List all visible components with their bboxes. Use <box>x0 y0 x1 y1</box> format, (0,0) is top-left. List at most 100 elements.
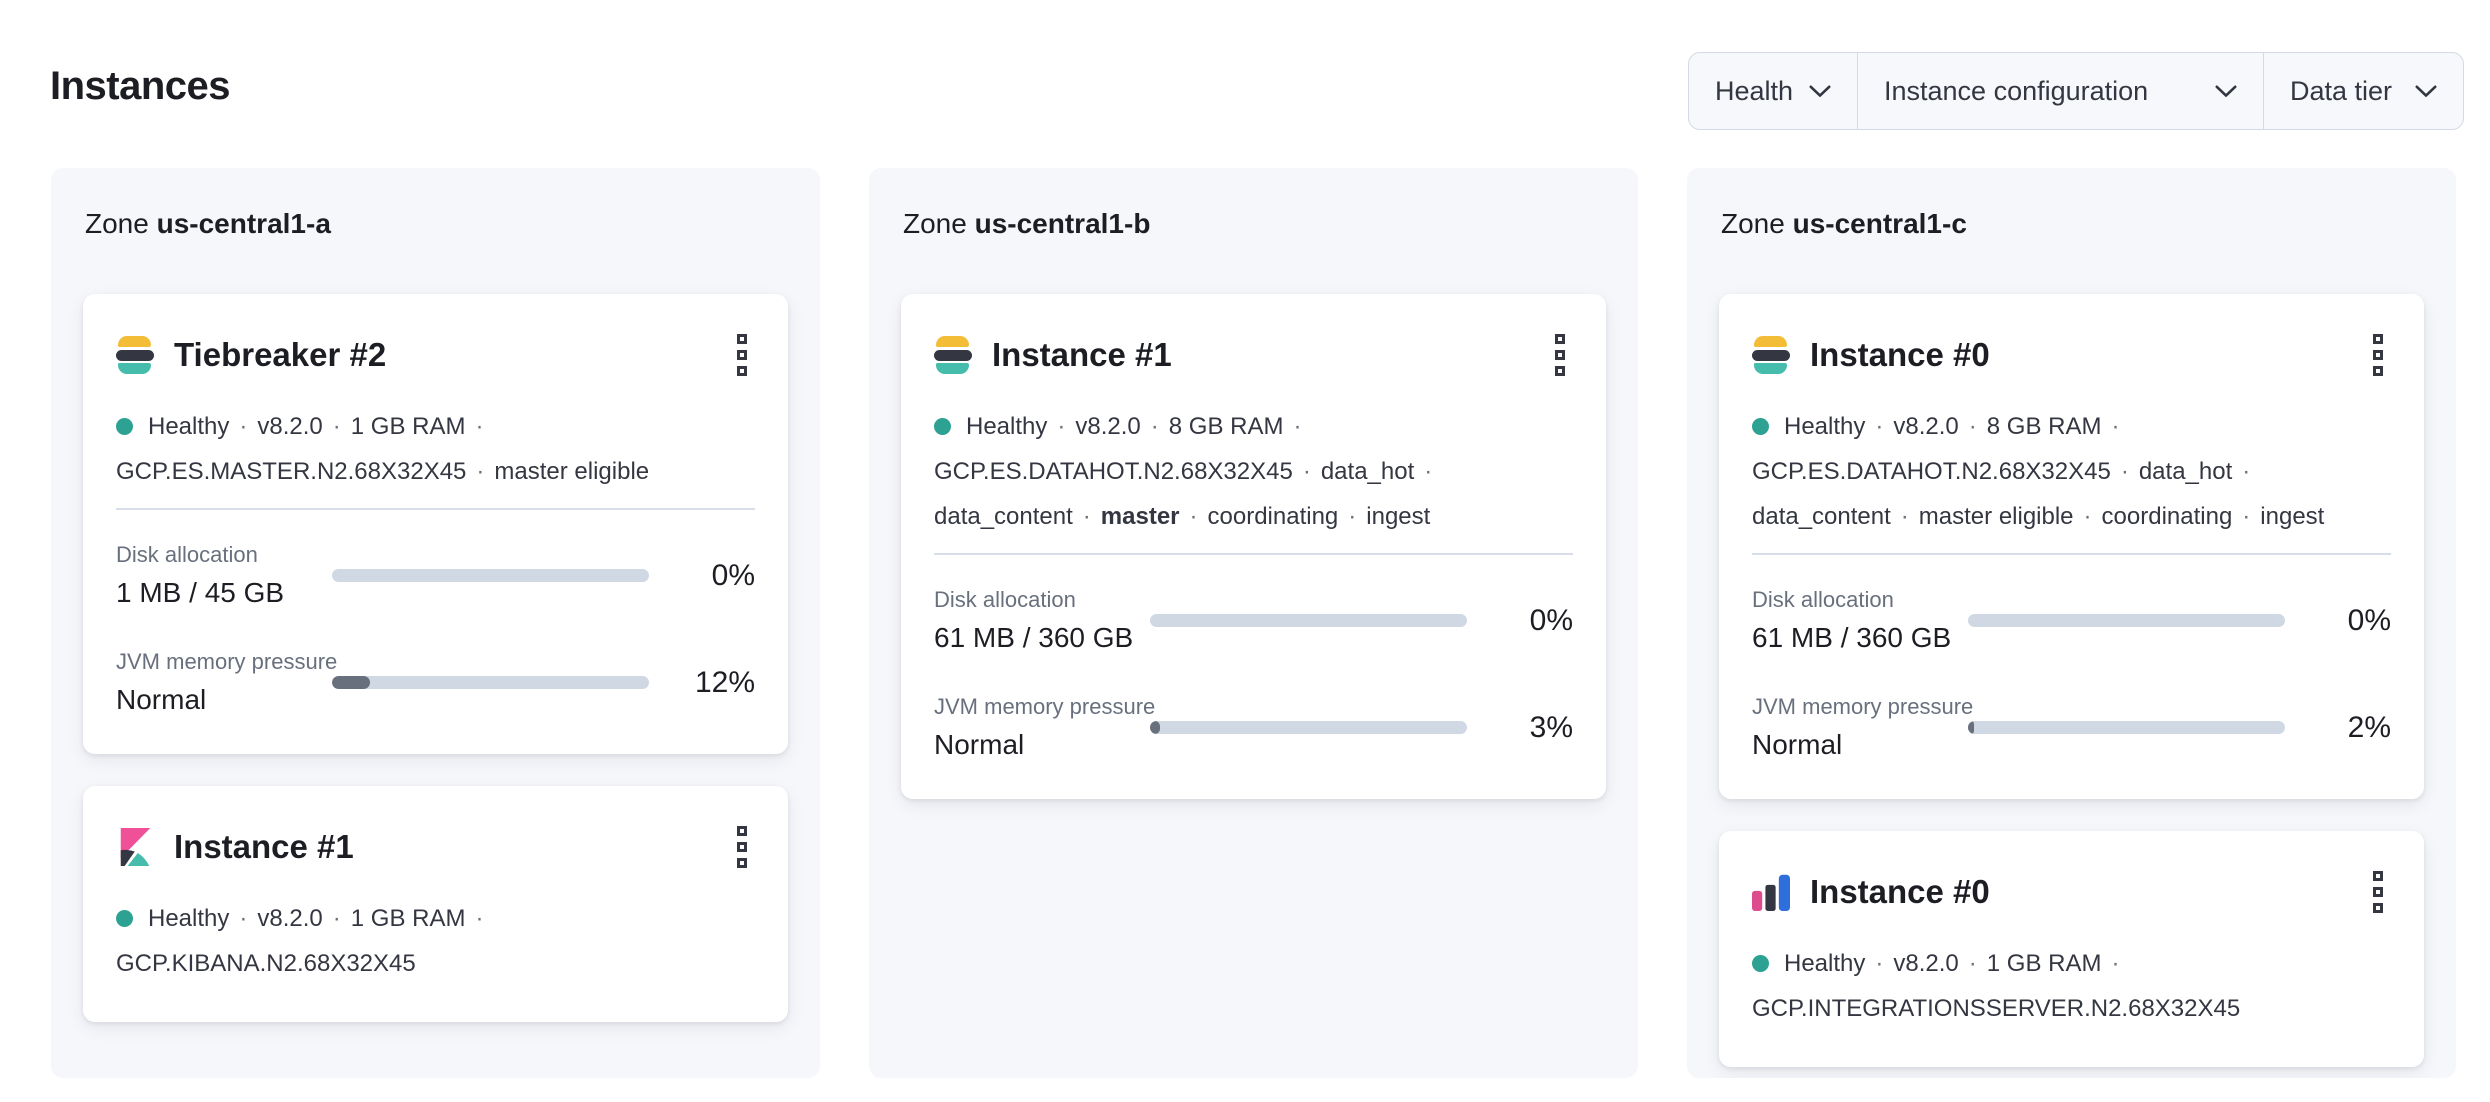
dot-separator: · <box>1302 458 1311 485</box>
instance-meta: Healthy · v8.2.0 · 1 GB RAM · GCP.INTEGRATIONS… <box>1752 941 2391 1031</box>
filter-button-health[interactable]: Health <box>1689 53 1857 129</box>
filter-button-data-tier[interactable]: Data tier <box>2263 53 2463 129</box>
filter-label: Instance configuration <box>1884 75 2149 106</box>
meta-segment: data_content <box>934 503 1073 530</box>
meta-segment: 1 GB RAM <box>350 413 466 440</box>
instance-meta: Healthy · v8.2.0 · 1 GB RAM · GCP.KIBANA.N2.68… <box>116 896 755 986</box>
instance-card-kibana-1: Instance #1 Healthy · v8.2.0 · 1 GB RAM · GCP.… <box>83 786 788 1022</box>
meta-segment: Healthy <box>148 413 230 440</box>
metric-percent: 12% <box>694 665 755 699</box>
metric-label: JVM memory pressure <box>934 694 1156 719</box>
metric-label: Disk allocation <box>1752 587 1894 612</box>
dot-separator: · <box>475 413 484 440</box>
zone-panel-us-central1-b: Zone us-central1-b Instance #1 Healthy · v… <box>869 168 1638 1078</box>
meta-segment: master eligible <box>1918 503 2074 530</box>
metric-percent: 0% <box>1529 603 1573 637</box>
meta-segment: GCP.KIBANA.N2.68X32X45 <box>116 950 416 977</box>
jvm-memory-pressure-metric: JVM memory pressure Normal 12% <box>116 647 755 718</box>
instance-actions-menu-button[interactable] <box>2365 863 2391 921</box>
metric-value: Normal <box>934 729 1025 760</box>
dot-separator: · <box>1424 458 1433 485</box>
divider <box>1752 553 2391 555</box>
dot-separator: · <box>2242 458 2251 485</box>
meta-segment: data_hot <box>2138 458 2233 485</box>
dot-separator: · <box>1150 413 1159 440</box>
dot-separator: · <box>332 905 341 932</box>
zone-header: Zone us-central1-c <box>1721 208 1967 239</box>
metric-label: JVM memory pressure <box>116 649 338 674</box>
dot-separator: · <box>476 458 485 485</box>
kibana-logo-icon <box>116 828 154 866</box>
chevron-down-icon <box>2215 85 2237 97</box>
metric-label: JVM memory pressure <box>1752 694 1974 719</box>
disk-progress-bar <box>332 569 649 582</box>
meta-segment: GCP.ES.MASTER.N2.68X32X45 <box>116 458 467 485</box>
dot-separator: · <box>1293 413 1302 440</box>
divider <box>934 553 1573 555</box>
metric-percent: 3% <box>1529 710 1573 744</box>
meta-segment: v8.2.0 <box>1893 950 1959 977</box>
meta-segment: Healthy <box>966 413 1048 440</box>
instance-card-integrations-0: Instance #0 Healthy · v8.2.0 · 1 GB RAM · GCP.… <box>1719 831 2424 1067</box>
filter-label: Health <box>1715 75 1794 106</box>
meta-segment: coordinating <box>1207 503 1339 530</box>
health-status-dot <box>1752 955 1769 972</box>
dot-separator: · <box>475 905 484 932</box>
dot-separator: · <box>1900 503 1909 530</box>
zone-name: us-central1-b <box>974 208 1151 239</box>
elasticsearch-logo-icon <box>934 336 972 374</box>
chevron-down-icon <box>2415 85 2437 97</box>
meta-segment: ingest <box>1366 503 1431 530</box>
meta-segment: Healthy <box>148 905 230 932</box>
metric-value: 61 MB / 360 GB <box>1752 622 1952 653</box>
dot-separator: · <box>1348 503 1357 530</box>
health-status-dot <box>116 910 133 927</box>
metric-value: Normal <box>116 684 207 715</box>
metric-value: 1 MB / 45 GB <box>116 577 285 608</box>
instance-meta: Healthy · v8.2.0 · 8 GB RAM · GCP.ES.DATAHOT.N… <box>1752 404 2391 539</box>
dot-separator: · <box>1968 950 1977 977</box>
dot-separator: · <box>1189 503 1198 530</box>
integrations-server-logo-icon <box>1752 873 1790 911</box>
jvm-progress-bar <box>1150 721 1467 734</box>
dot-separator: · <box>1057 413 1066 440</box>
elasticsearch-logo-icon <box>116 336 154 374</box>
meta-segment: v8.2.0 <box>257 905 323 932</box>
health-status-dot <box>934 418 951 435</box>
zone-name: us-central1-a <box>156 208 331 239</box>
jvm-progress-bar <box>332 676 649 689</box>
metric-label: Disk allocation <box>116 542 258 567</box>
meta-segment: v8.2.0 <box>257 413 323 440</box>
dot-separator: · <box>2083 503 2092 530</box>
filter-button-instance-configuration[interactable]: Instance configuration <box>1857 53 2263 129</box>
dot-separator: · <box>1968 413 1977 440</box>
meta-segment: 8 GB RAM <box>1986 413 2102 440</box>
instance-actions-menu-button[interactable] <box>729 818 755 876</box>
metric-label: Disk allocation <box>934 587 1076 612</box>
jvm-memory-pressure-metric: JVM memory pressure Normal 2% <box>1752 692 2391 763</box>
metric-percent: 2% <box>2347 710 2391 744</box>
zone-header: Zone us-central1-b <box>903 208 1151 239</box>
instance-title: Instance #0 <box>1810 336 1990 373</box>
dot-separator: · <box>239 413 248 440</box>
page-header: Instances Health Instance configuration … <box>0 0 2490 168</box>
zone-header: Zone us-central1-a <box>85 208 331 239</box>
dot-separator: · <box>239 905 248 932</box>
health-status-dot <box>1752 418 1769 435</box>
divider <box>116 508 755 510</box>
filter-label: Data tier <box>2290 75 2393 106</box>
jvm-progress-bar <box>1968 721 2285 734</box>
meta-segment: GCP.INTEGRATIONSSERVER.N2.68X32X45 <box>1752 995 2241 1022</box>
elasticsearch-logo-icon <box>1752 336 1790 374</box>
dot-separator: · <box>1875 950 1884 977</box>
instance-actions-menu-button[interactable] <box>2365 326 2391 384</box>
meta-segment: master eligible <box>494 458 650 485</box>
meta-segment: Healthy <box>1784 950 1866 977</box>
meta-segment: coordinating <box>2101 503 2233 530</box>
instance-actions-menu-button[interactable] <box>729 326 755 384</box>
disk-allocation-metric: Disk allocation 61 MB / 360 GB 0% <box>1752 585 2391 656</box>
instance-actions-menu-button[interactable] <box>1547 326 1573 384</box>
metric-value: 61 MB / 360 GB <box>934 622 1134 653</box>
instance-title: Instance #1 <box>992 336 1172 373</box>
dot-separator: · <box>2242 503 2251 530</box>
